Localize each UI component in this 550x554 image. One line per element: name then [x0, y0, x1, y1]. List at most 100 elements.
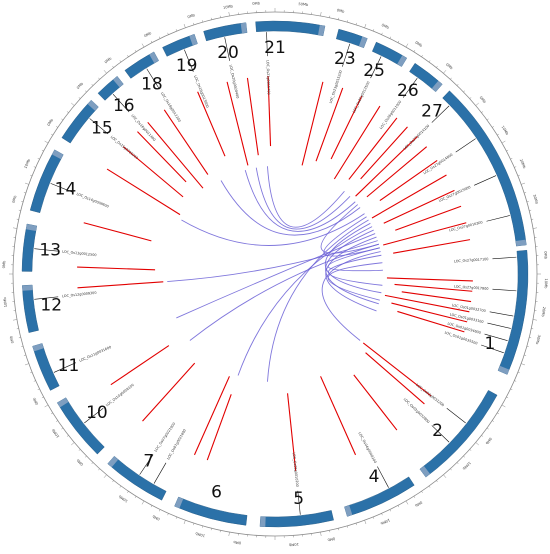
scale-tick: [71, 103, 74, 106]
scale-tick: [176, 29, 177, 31]
scale-tick-label: 10Mb: [500, 125, 509, 136]
scale-tick: [398, 505, 399, 507]
chromosome-label: 12: [40, 295, 62, 315]
gene-label-tick: [487, 215, 510, 221]
scale-tick: [193, 523, 194, 525]
scale-tick: [533, 319, 537, 320]
scale-tick: [320, 532, 321, 536]
gene-marker-line: [247, 78, 258, 155]
scale-tick: [135, 50, 136, 52]
chromosome-band: [204, 23, 248, 41]
scale-tick: [30, 372, 32, 373]
gene-marker-line: [77, 267, 155, 270]
synteny-link: [325, 223, 381, 292]
scale-tick-label: 0Mb: [232, 540, 241, 545]
scale-tick: [365, 520, 366, 524]
scale-tick: [38, 389, 40, 390]
scale-tick: [527, 346, 529, 347]
scale-tick: [373, 29, 374, 31]
scale-tick: [514, 167, 516, 168]
scale-tick: [25, 183, 29, 184]
scale-tick: [398, 41, 399, 43]
gene-marker-line: [194, 376, 229, 455]
scale-tick: [470, 97, 471, 98]
scale-tick: [487, 119, 489, 120]
scale-tick: [356, 523, 357, 525]
synteny-link: [181, 214, 364, 246]
scale-tick: [127, 55, 128, 57]
scale-tick: [151, 505, 152, 507]
scale-tick: [159, 509, 160, 511]
scale-tick: [436, 480, 437, 482]
scale-tick: [406, 501, 408, 504]
scale-tick-label: 30Mb: [535, 334, 541, 345]
scale-tick: [506, 150, 508, 151]
scale-tick: [320, 12, 321, 16]
scale-tick: [21, 201, 23, 202]
scale-tick-label: 0Mb: [484, 437, 492, 446]
gene-label: LOC_Os13g0012500: [62, 250, 97, 258]
scale-tick: [24, 192, 26, 193]
scale-tick-label: 20Mb: [519, 158, 527, 169]
chromosome-label: 20: [217, 43, 239, 63]
gene-marker-line: [143, 363, 195, 421]
scale-tick: [406, 44, 408, 47]
scale-tick: [463, 91, 464, 92]
gene-label-tick: [447, 408, 466, 423]
synteny-link: [321, 205, 379, 254]
scale-tick-label: 0Mb: [381, 23, 390, 30]
gene-label-tick: [487, 323, 510, 328]
scale-tick-label: 0Mb: [414, 500, 423, 508]
chromosome-label: 5: [293, 489, 304, 509]
scale-tick: [524, 355, 526, 356]
scale-tick: [193, 23, 194, 25]
synteny-link: [221, 180, 360, 235]
chromosome-band: [22, 224, 37, 271]
gene-marker-line: [84, 223, 152, 241]
gene-label: LOC_Os02g0031200: [415, 383, 445, 407]
scale-tick: [168, 513, 169, 515]
scale-tick: [429, 486, 430, 488]
outer-ring-circle: [13, 12, 537, 536]
scale-tick: [42, 397, 44, 398]
chromosome-label: 14: [55, 179, 77, 199]
synteny-link: [322, 252, 381, 341]
scale-tick-label: 0Mb: [9, 335, 15, 344]
gene-label-tick: [492, 257, 516, 259]
scale-tick: [450, 78, 451, 79]
gene-label-tick: [474, 176, 496, 186]
scale-tick: [510, 389, 512, 390]
gene-label: LOC_Os27g0015600: [438, 185, 471, 203]
gene-label: LOC_Os14g0008600: [76, 192, 110, 209]
chromosome-band: [256, 21, 325, 36]
scale-tick: [38, 158, 40, 159]
synteny-link: [267, 166, 344, 227]
scale-tick-label: 0Mb: [2, 260, 6, 269]
gene-marker-line: [384, 190, 455, 223]
scale-tick-label: 0Mb: [336, 8, 345, 14]
scale-tick: [518, 372, 520, 373]
scale-tick: [202, 526, 203, 528]
scale-tick-label: 10Mb: [288, 542, 299, 547]
scale-tick: [45, 141, 48, 143]
scale-tick-label: 0Mb: [143, 31, 152, 38]
gene-label-group: LOC_Os01g0032700LOC_Os01g0033100LOC_Os01…: [34, 32, 516, 515]
scale-tick: [51, 413, 53, 414]
scale-tick: [67, 435, 69, 436]
gene-marker-line: [383, 223, 466, 245]
scale-tick: [373, 517, 374, 519]
scale-tick: [135, 496, 136, 498]
chromosome-label: 18: [141, 74, 163, 94]
gene-marker-line: [354, 375, 397, 430]
gene-label-tick: [492, 289, 516, 291]
scale-tick: [436, 66, 437, 68]
chromosome-band-cap: [22, 285, 32, 291]
scale-tick-label: 30Mb: [532, 194, 539, 205]
scale-tick-label: 10Mb: [461, 461, 471, 471]
gene-marker-line: [393, 240, 470, 254]
gene-marker-line: [164, 110, 208, 175]
scale-tick: [79, 97, 80, 98]
scale-tick: [356, 23, 357, 25]
